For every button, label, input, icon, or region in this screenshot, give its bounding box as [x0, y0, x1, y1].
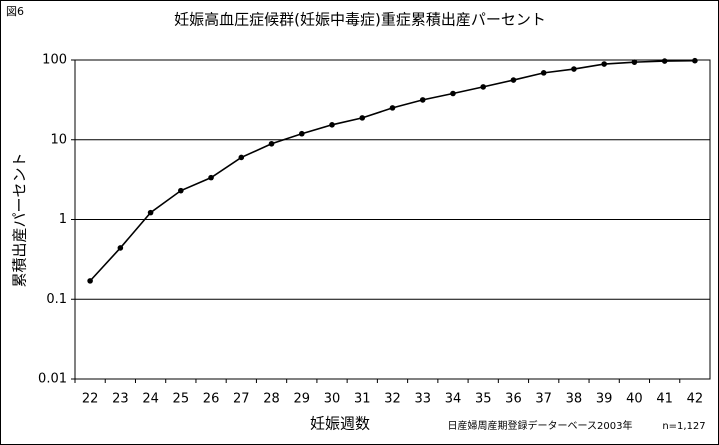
source-note: 日産婦周産期登録データーベース2003年	[448, 419, 633, 432]
x-tick-label: 39	[596, 392, 613, 407]
data-point	[631, 59, 638, 65]
x-tick-label: 41	[656, 392, 673, 407]
data-point	[661, 58, 668, 64]
data-point	[147, 209, 154, 216]
data-point	[117, 245, 124, 251]
data-point	[359, 115, 366, 121]
x-tick-label: 42	[687, 392, 704, 407]
x-axis-label: 妊娠週数	[310, 415, 370, 433]
x-tick-label: 30	[324, 392, 341, 407]
x-tick-label: 22	[82, 392, 99, 407]
y-tick-label: 0.1	[46, 292, 67, 307]
x-tick-label: 32	[384, 392, 401, 407]
x-tick-label: 40	[626, 392, 643, 407]
x-tick-label: 35	[475, 392, 492, 407]
x-tick-label: 25	[173, 392, 190, 407]
x-tick-label: 27	[233, 392, 250, 407]
x-tick-label: 37	[535, 392, 552, 407]
data-point	[601, 61, 607, 67]
x-tick-label: 33	[414, 392, 431, 407]
data-point	[389, 105, 396, 111]
x-tick-label: 26	[203, 392, 220, 407]
x-tick-label: 38	[566, 392, 583, 407]
figure-label: 図6	[6, 5, 24, 18]
y-axis-label: 累積出産パーセント	[11, 152, 29, 287]
chart-title: 妊娠高血圧症候群(妊娠中毒症)重症累積出産パーセント	[174, 11, 546, 29]
x-tick-label: 24	[142, 392, 159, 407]
data-point	[540, 70, 547, 76]
data-point	[238, 154, 245, 161]
x-tick-label: 34	[445, 392, 462, 407]
data-point	[268, 140, 275, 147]
data-point	[298, 130, 305, 137]
sample-note: n=1,127	[662, 421, 705, 432]
x-tick-label: 31	[354, 392, 371, 407]
data-point	[480, 84, 487, 90]
data-point	[329, 121, 335, 128]
data-point	[510, 77, 517, 83]
y-tick-label: 100	[42, 53, 67, 68]
y-tick-label: 0.01	[38, 372, 67, 387]
y-tick-label: 1	[59, 212, 67, 227]
data-point	[178, 187, 184, 194]
y-tick-label: 10	[50, 132, 67, 147]
data-point	[450, 90, 456, 97]
data-point	[208, 174, 214, 181]
x-tick-label: 28	[263, 392, 280, 407]
x-tick-label: 23	[112, 392, 129, 407]
data-point	[571, 66, 577, 72]
data-point	[87, 278, 93, 284]
x-tick-label: 29	[294, 392, 311, 407]
data-point	[692, 57, 698, 64]
x-tick-label: 36	[505, 392, 522, 407]
data-point	[419, 97, 426, 103]
